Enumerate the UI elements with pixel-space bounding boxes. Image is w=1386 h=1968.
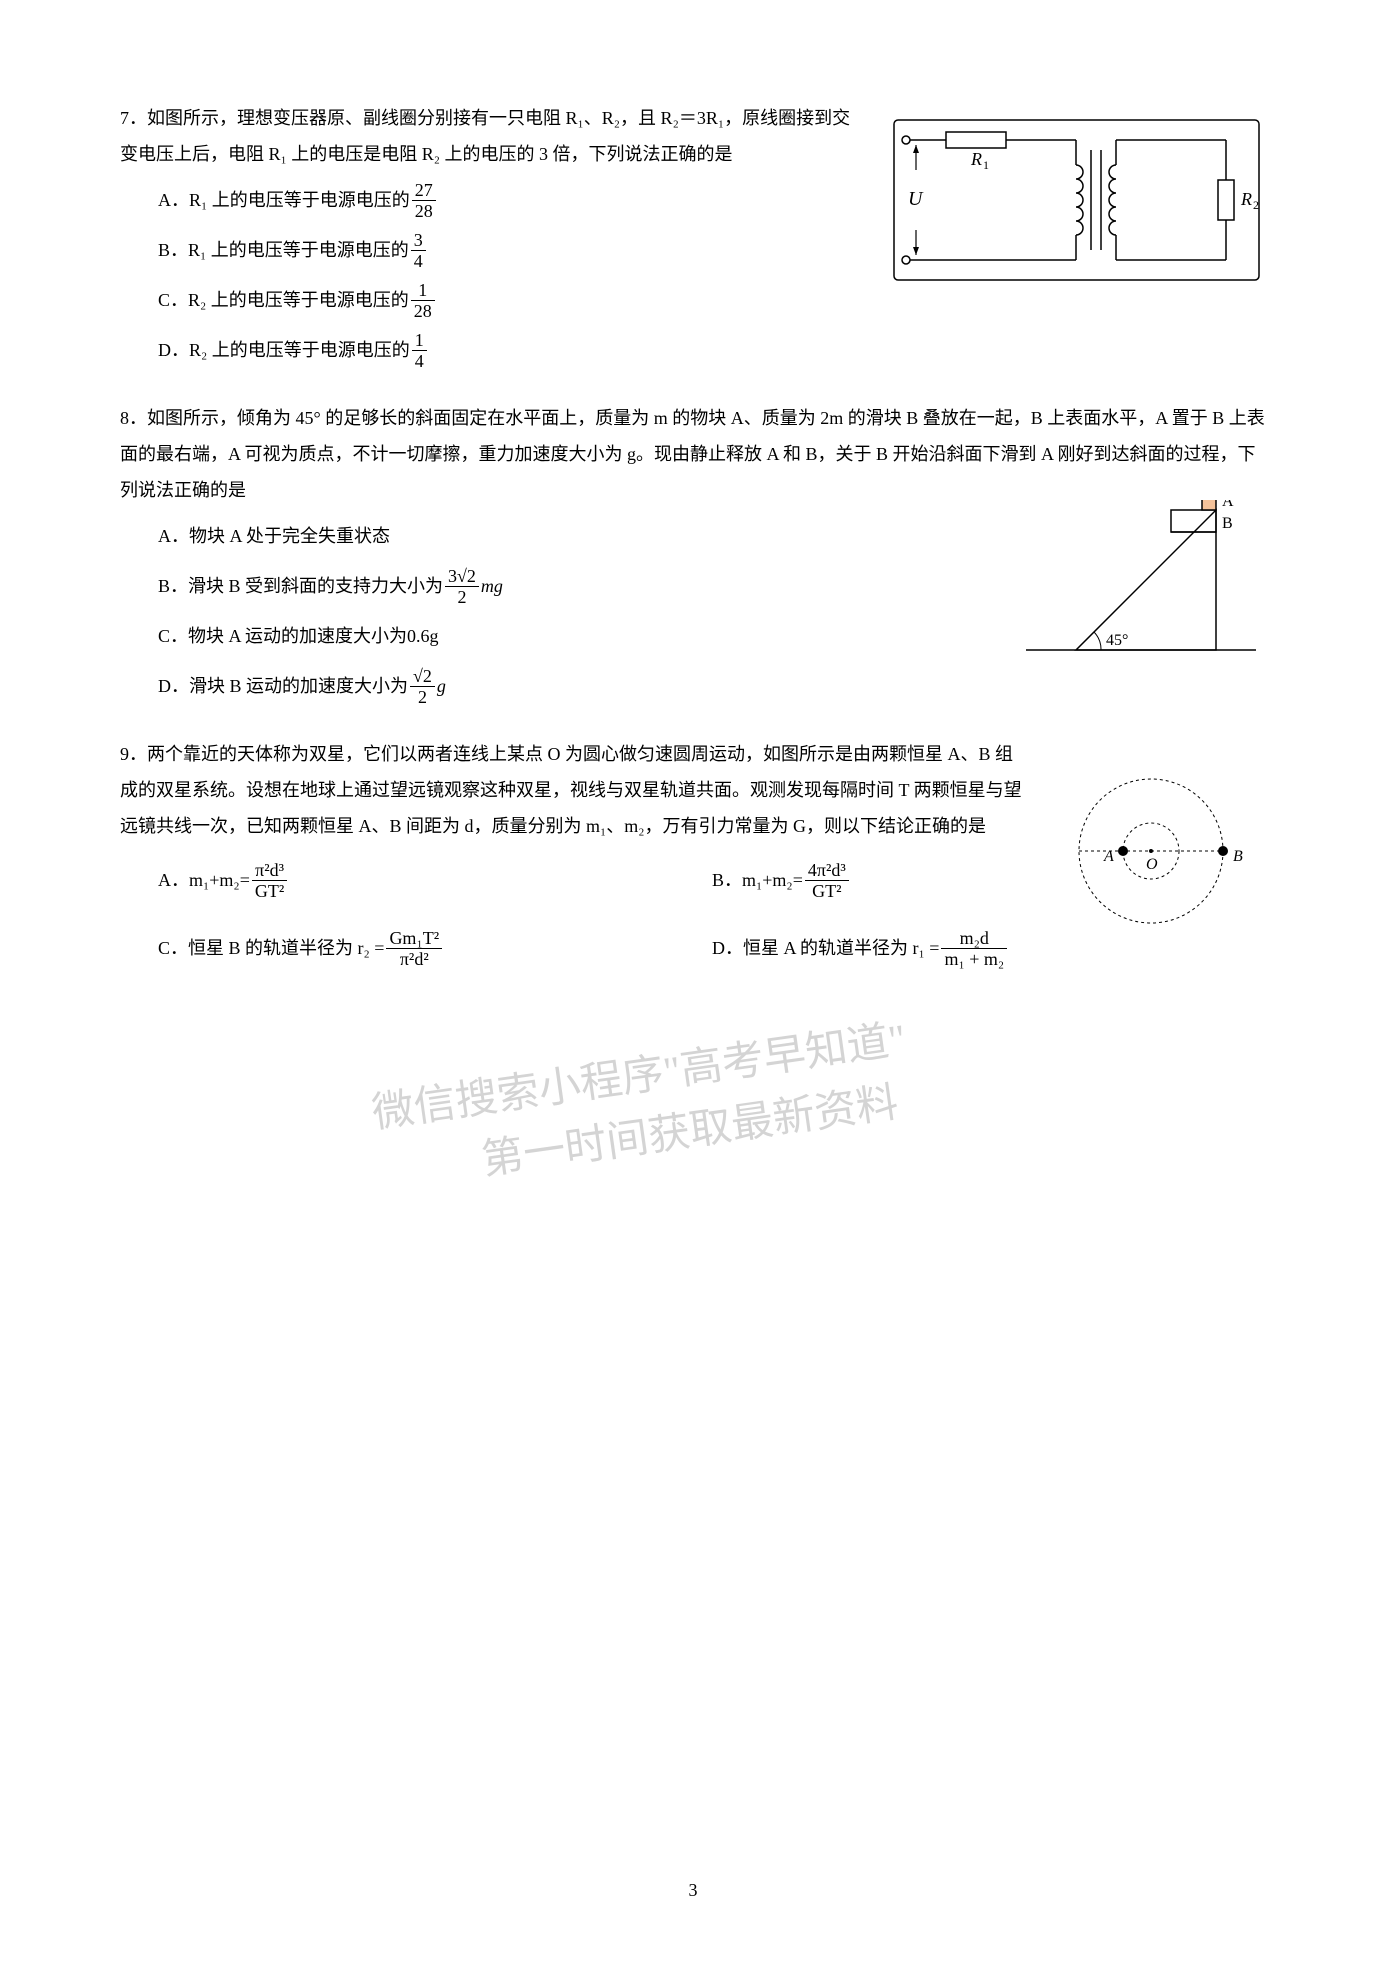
q9-c-num: Gm₁T² <box>386 929 442 949</box>
q9-a-frac: π²d³GT² <box>252 861 287 900</box>
q8-c-val: 0.6g <box>407 618 439 654</box>
q8-b-den: 2 <box>445 587 479 606</box>
q9-d-num: m₂d <box>941 929 1007 949</box>
q7-c-den: 28 <box>411 301 435 320</box>
q7-a-den: 28 <box>412 201 436 220</box>
q7-number: 7． <box>120 108 147 128</box>
q9-a-den: GT² <box>252 881 287 900</box>
binary-star-diagram-icon: O A B <box>1046 766 1256 936</box>
q8-d-frac: √22 <box>410 667 435 706</box>
q9-a-label: A <box>1103 848 1114 865</box>
watermark-line-1: 微信搜索小程序"高考早知道" <box>367 998 912 1156</box>
q7-c-frac: 128 <box>411 281 435 320</box>
question-9: 9．两个靠近的天体称为双星，它们以两者连线上某点 O 为圆心做匀速圆周运动，如图… <box>120 736 1266 970</box>
q8-a-label: A <box>1222 500 1234 510</box>
q9-b-label: B <box>1233 848 1243 865</box>
q9-option-c: C．恒星 B 的轨道半径为 r₂ = Gm₁T²π²d² <box>158 926 712 970</box>
q8-d-den: 2 <box>410 687 435 706</box>
q7-text: 如图所示，理想变压器原、副线圈分别接有一只电阻 R₁、R₂，且 R₂＝3R₁，原… <box>120 108 850 164</box>
q8-b-post: mg <box>481 568 503 604</box>
q8-body: 8．如图所示，倾角为 45° 的足够长的斜面固定在水平面上，质量为 m 的物块 … <box>120 400 1266 508</box>
q8-b-label: B <box>1222 515 1233 532</box>
q7-figure: R1 U R2 <box>886 110 1266 290</box>
q8-figure: B A 45° <box>1006 500 1266 670</box>
transformer-circuit-icon: R1 U R2 <box>886 110 1266 290</box>
q7-option-d: D．R₂ 上的电压等于电源电压的 14 <box>158 328 1266 372</box>
q8-d-text: D．滑块 B 运动的加速度大小为 <box>158 668 408 704</box>
svg-text:1: 1 <box>983 158 989 172</box>
q9-c-den: π²d² <box>386 949 442 968</box>
q9-number: 9． <box>120 744 147 764</box>
watermark-line-2: 第一时间获取最新资料 <box>476 1061 904 1203</box>
q9-b-text: B．m₁+m₂= <box>712 862 803 898</box>
incline-diagram-icon: B A 45° <box>1006 500 1266 670</box>
q9-d-frac: m₂dm₁ + m₂ <box>941 929 1007 968</box>
q7-b-num: 3 <box>411 231 426 251</box>
q8-d-post: g <box>437 668 446 704</box>
page-number: 3 <box>0 1872 1386 1908</box>
q9-o-label: O <box>1146 856 1158 873</box>
q7-r2-label: R <box>1240 189 1252 209</box>
q7-a-frac: 2728 <box>412 181 436 220</box>
q9-a-text: A．m₁+m₂= <box>158 862 250 898</box>
q9-text: 两个靠近的天体称为双星，它们以两者连线上某点 O 为圆心做匀速圆周运动，如图所示… <box>120 744 1022 836</box>
q7-b-text: B．R₁ 上的电压等于电源电压的 <box>158 232 409 268</box>
q7-r1-label: R <box>970 149 982 169</box>
question-7: 7．如图所示，理想变压器原、副线圈分别接有一只电阻 R₁、R₂，且 R₂＝3R₁… <box>120 100 1266 372</box>
question-8: 8．如图所示，倾角为 45° 的足够长的斜面固定在水平面上，质量为 m 的物块 … <box>120 400 1266 708</box>
q8-b-frac: 3√22 <box>445 567 479 606</box>
q9-figure: O A B <box>1046 766 1256 936</box>
svg-text:2: 2 <box>1253 198 1259 212</box>
q7-a-num: 27 <box>412 181 436 201</box>
q7-c-num: 1 <box>411 281 435 301</box>
q9-b-den: GT² <box>805 881 849 900</box>
q7-u-label: U <box>908 188 924 210</box>
q7-d-den: 4 <box>412 351 427 370</box>
q9-b-num: 4π²d³ <box>805 861 849 881</box>
q7-a-text: A．R₁ 上的电压等于电源电压的 <box>158 182 410 218</box>
q8-text: 如图所示，倾角为 45° 的足够长的斜面固定在水平面上，质量为 m 的物块 A、… <box>120 408 1265 500</box>
q9-a-num: π²d³ <box>252 861 287 881</box>
q7-d-num: 1 <box>412 331 427 351</box>
q8-angle-label: 45° <box>1106 632 1128 649</box>
q7-d-frac: 14 <box>412 331 427 370</box>
q9-c-text: C．恒星 B 的轨道半径为 r₂ = <box>158 930 384 966</box>
q8-option-d: D．滑块 B 运动的加速度大小为 √22 g <box>158 664 1266 708</box>
q8-d-num: √2 <box>410 667 435 687</box>
q8-b-num: 3√2 <box>445 567 479 587</box>
q9-d-text: D．恒星 A 的轨道半径为 r₁ = <box>712 930 939 966</box>
q9-d-den: m₁ + m₂ <box>941 949 1007 968</box>
q7-d-text: D．R₂ 上的电压等于电源电压的 <box>158 332 410 368</box>
q7-b-frac: 34 <box>411 231 426 270</box>
q7-b-den: 4 <box>411 251 426 270</box>
q8-number: 8． <box>120 408 147 428</box>
q8-c-text: C．物块 A 运动的加速度大小为 <box>158 618 407 654</box>
q7-c-text: C．R₂ 上的电压等于电源电压的 <box>158 282 409 318</box>
q9-b-frac: 4π²d³GT² <box>805 861 849 900</box>
q8-b-text: B．滑块 B 受到斜面的支持力大小为 <box>158 568 443 604</box>
q9-option-a: A．m₁+m₂= π²d³GT² <box>158 858 712 902</box>
q9-c-frac: Gm₁T²π²d² <box>386 929 442 968</box>
q8-a-text: A．物块 A 处于完全失重状态 <box>158 518 390 554</box>
